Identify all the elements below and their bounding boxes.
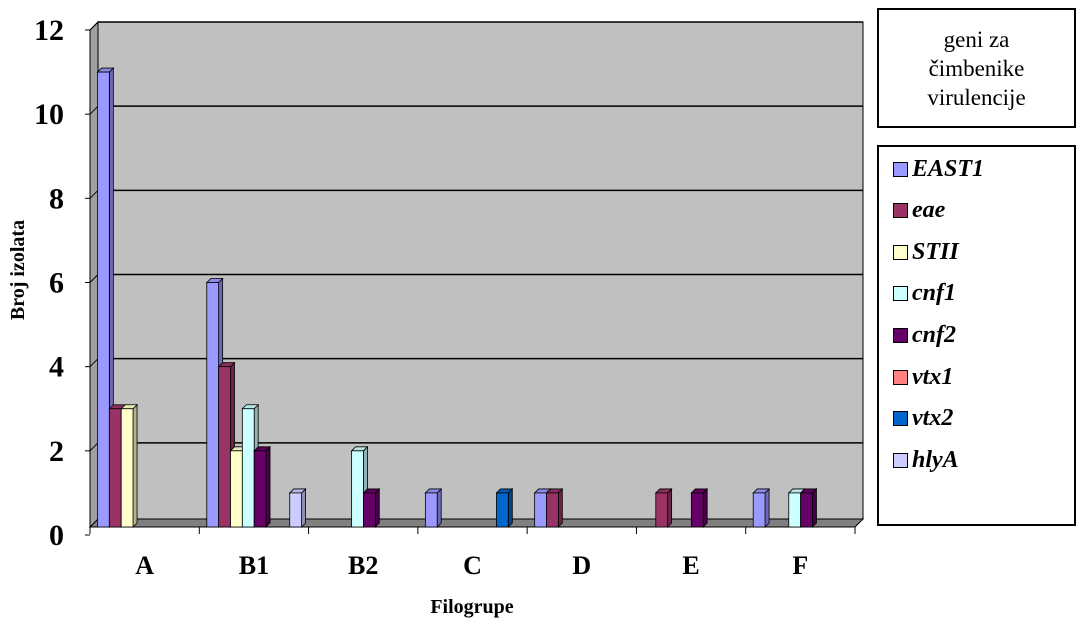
legend-swatch [893, 369, 908, 385]
bar-front [800, 492, 813, 528]
bar-front [752, 492, 766, 528]
bar-front [218, 366, 231, 528]
legend-swatch [893, 411, 908, 427]
bar-side [702, 487, 708, 528]
bar-side [374, 487, 380, 528]
gridline [89, 21, 99, 31]
legend-item-eae: eae [893, 194, 945, 228]
legend-swatch [893, 327, 908, 343]
bar-side [265, 445, 271, 528]
legend-item-STII: STII [893, 235, 959, 269]
y-axis-label: Broj izolata [7, 220, 29, 320]
legend-swatch [893, 452, 908, 468]
bar-front [363, 492, 376, 528]
legend-swatch [893, 286, 908, 302]
legend-item-EAST1: EAST1 [893, 152, 984, 186]
legend-swatch [893, 244, 908, 260]
legend-label: STII [912, 238, 959, 265]
bar-front [496, 492, 509, 528]
legend-title: geni za čimbenike virulencije [927, 26, 1026, 110]
legend-item-cnf1: cnf1 [893, 277, 956, 311]
gridline [89, 442, 99, 452]
bar-front [289, 492, 302, 528]
plot-floor [88, 518, 865, 528]
bar-front [424, 492, 438, 528]
bar-eae-D [545, 487, 564, 528]
bar-EAST1-F [752, 487, 771, 528]
bar-front [230, 450, 243, 528]
y-tick-label: 12 [34, 14, 64, 47]
x-tick-label: A [135, 551, 154, 580]
bar-side [132, 403, 138, 528]
bar-side [667, 487, 673, 528]
y-tick-label: 6 [49, 267, 64, 300]
legend-item-vtx1: vtx1 [893, 360, 953, 394]
bar-side [301, 487, 306, 528]
bar-side [557, 487, 563, 528]
bar-side [436, 487, 442, 528]
x-tick-label: B2 [348, 551, 378, 580]
bar-front [253, 450, 267, 528]
bar-cnf2-B1 [253, 445, 272, 528]
x-tick-label: B1 [239, 551, 269, 580]
bar-side [764, 487, 770, 528]
x-tick-label: D [572, 551, 591, 580]
bar-EAST1-C [424, 487, 443, 528]
bar-front [108, 408, 122, 528]
legend-item-hlyA: hlyA [893, 443, 959, 477]
legend-label: vtx2 [912, 405, 954, 432]
y-tick-label: 2 [49, 435, 64, 468]
bar-STII-A [120, 403, 139, 528]
gridline [89, 274, 99, 283]
y-tick-label: 0 [49, 519, 64, 552]
legend-label: cnf1 [912, 280, 956, 307]
x-tick-label: F [792, 551, 808, 580]
legend-swatch [893, 203, 908, 219]
bar-front [655, 492, 669, 528]
y-tick-label: 4 [49, 351, 64, 384]
bar-side [507, 487, 513, 528]
gridline [89, 105, 99, 115]
x-axis-label: Filogrupe [430, 596, 513, 618]
plot-area [88, 20, 865, 529]
bar-cnf2-E [690, 487, 709, 528]
legend: EAST1 eae STII cnf1 cnf2 vtx1 vtx2 hlyA [877, 145, 1076, 526]
plot-side-wall [89, 20, 99, 529]
legend-label: EAST1 [912, 155, 985, 182]
y-axis: 0 2 4 6 8 10 12 [34, 14, 91, 552]
gridline [89, 358, 99, 368]
legend-item-cnf2: cnf2 [893, 318, 956, 352]
bar-front [534, 492, 547, 528]
bar-front [351, 450, 364, 528]
bar-vtx2-C [495, 487, 514, 528]
x-tick-label: E [682, 551, 699, 580]
bar-side [812, 487, 817, 528]
legend-item-vtx2: vtx2 [893, 402, 953, 436]
legend-label: cnf2 [912, 321, 956, 348]
bar-cnf2-B2 [362, 487, 381, 528]
bar-cnf2-F [799, 487, 818, 528]
bar-front [690, 492, 704, 528]
x-tick-label: C [463, 551, 482, 580]
bar-front [788, 492, 802, 528]
bar-eae-E [654, 487, 673, 528]
y-tick-label: 8 [49, 182, 64, 215]
legend-label: hlyA [912, 446, 959, 473]
legend-label: vtx1 [912, 363, 954, 390]
bar-front [241, 408, 255, 528]
bar-front [546, 492, 559, 528]
legend-title-box: geni za čimbenike virulencije [877, 8, 1076, 128]
legend-label: eae [912, 197, 946, 224]
y-tick-label: 10 [34, 98, 64, 131]
bar-hlyA-B1 [288, 487, 307, 528]
bar-chart: 0 2 4 6 8 10 12 A B1 B2 C D E F Broj izolata Filogru… [7, 14, 865, 618]
bar-front [120, 408, 134, 528]
x-axis: A B1 B2 C D E F [89, 526, 856, 580]
gridline [89, 189, 99, 199]
bar-front [206, 282, 220, 528]
bars [96, 67, 818, 528]
bar-front [97, 71, 110, 528]
legend-swatch [893, 161, 908, 177]
